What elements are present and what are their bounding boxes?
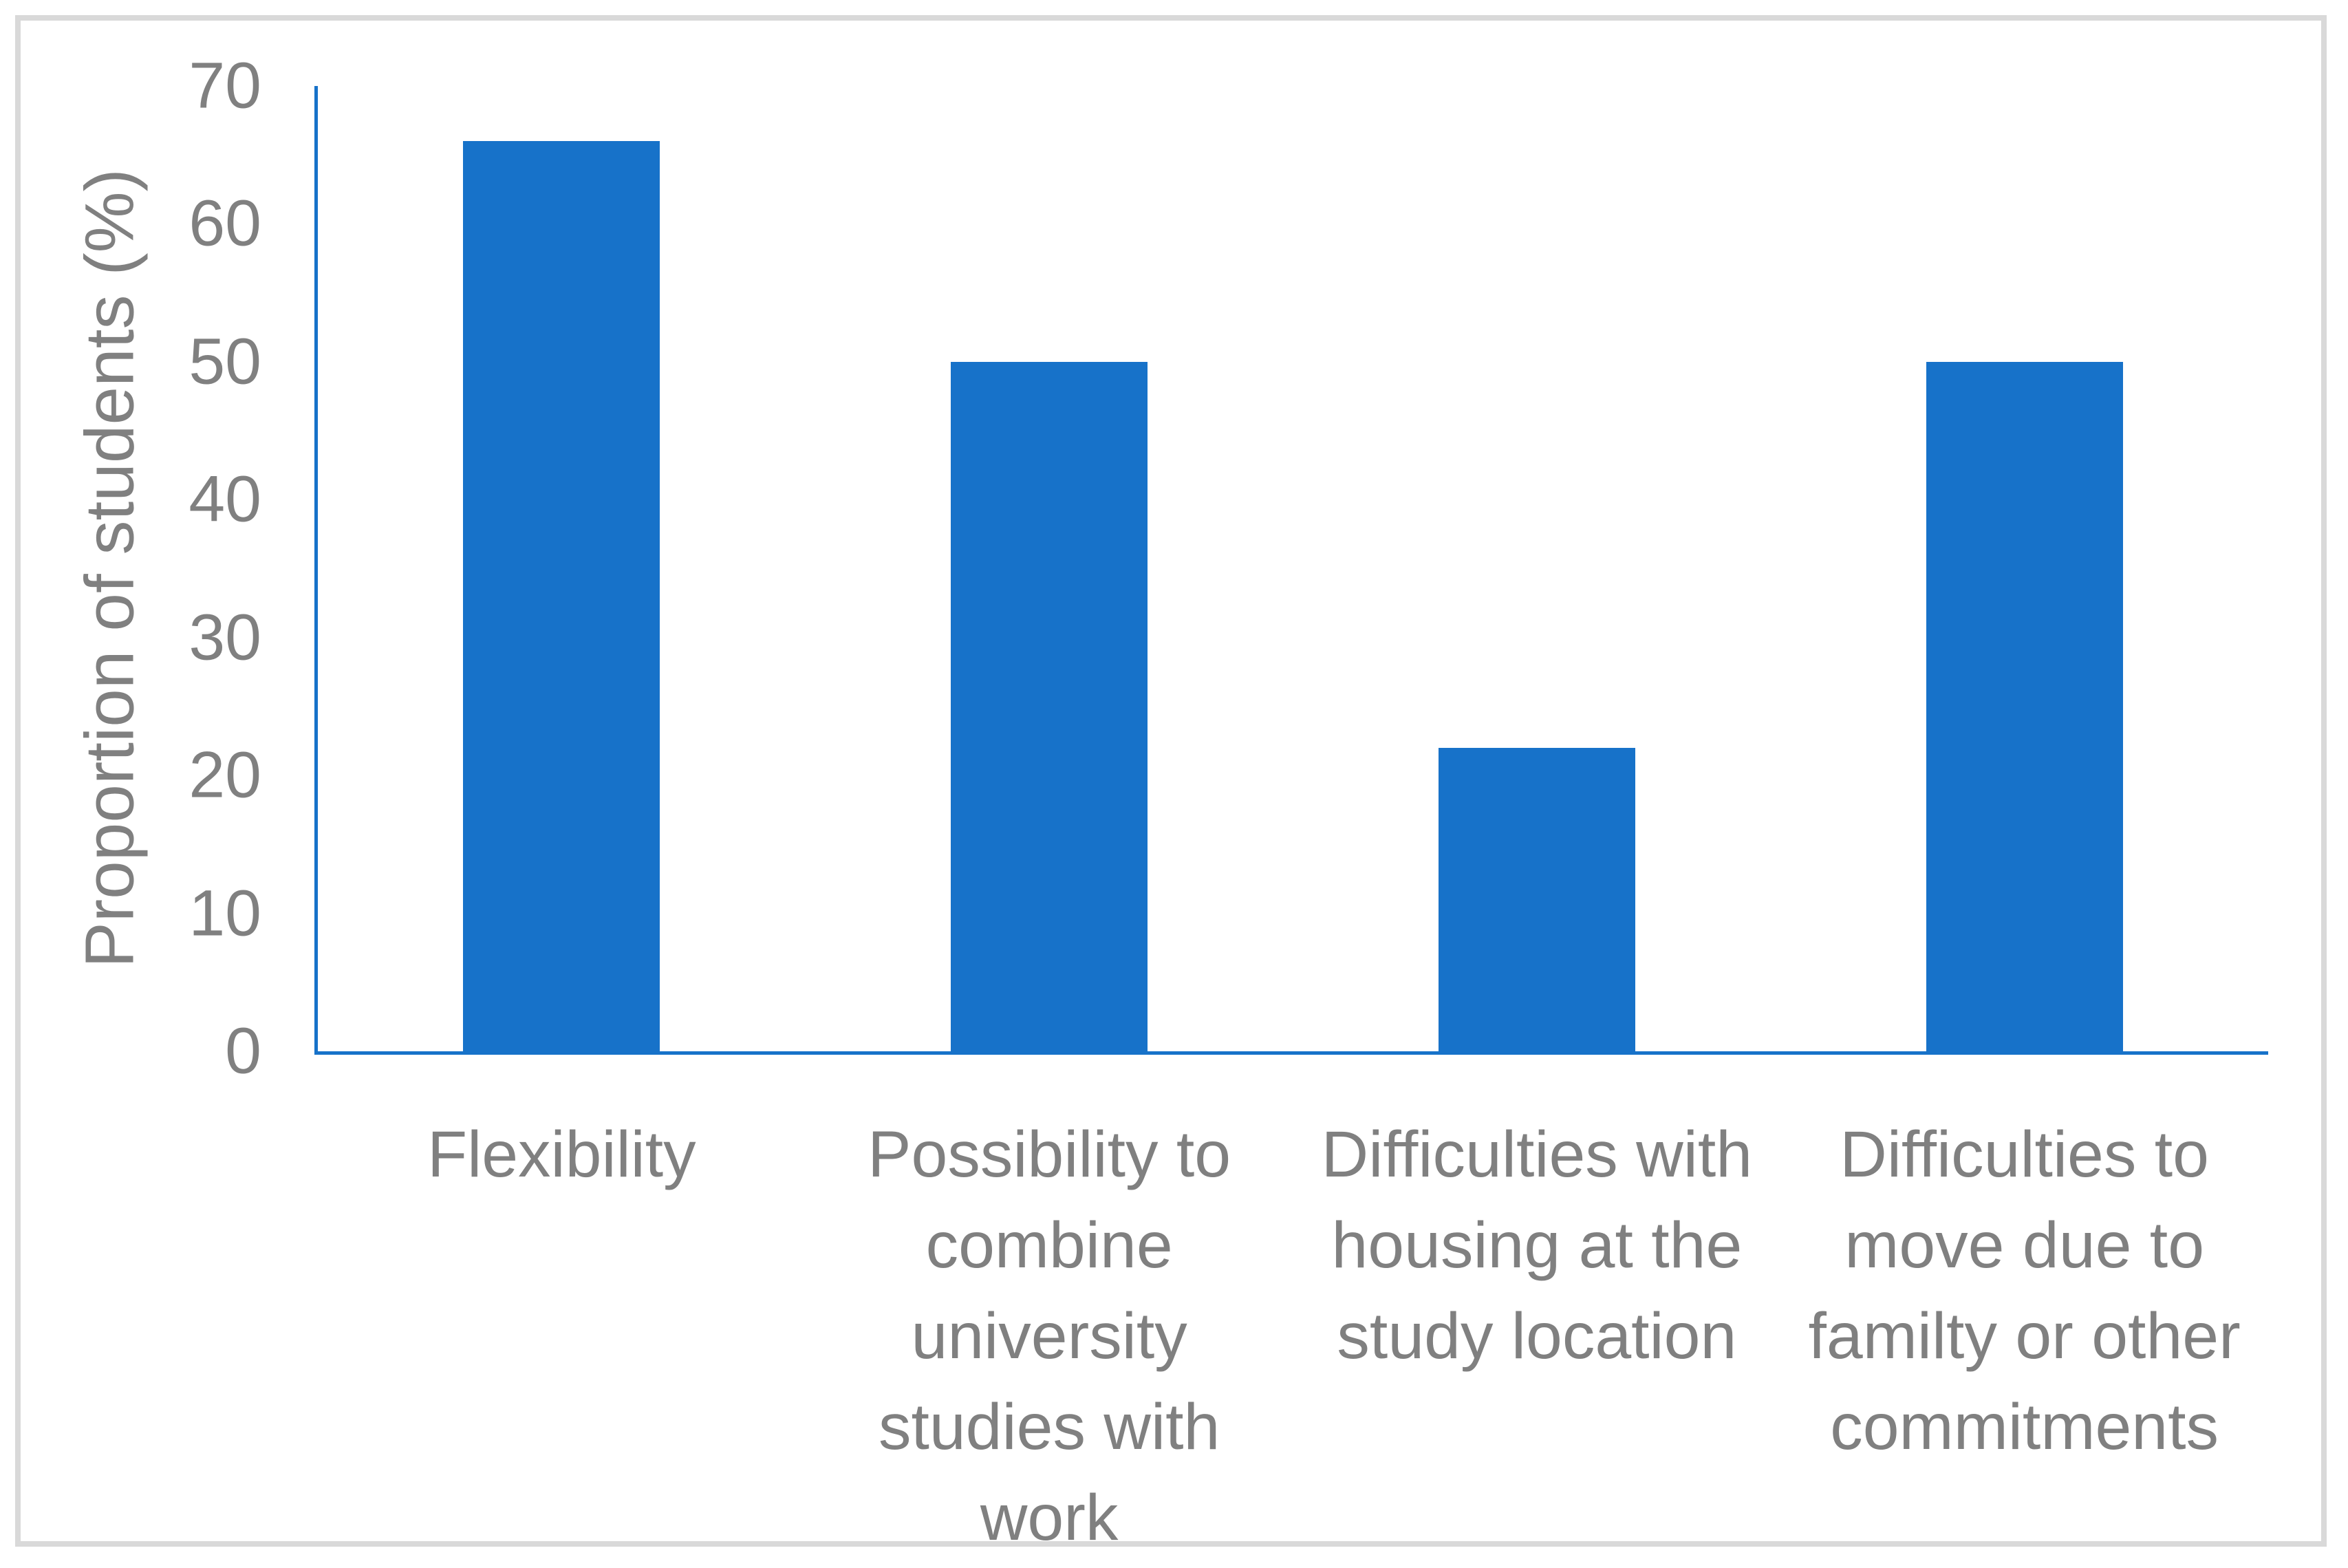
bar xyxy=(951,361,1148,1051)
y-tick-label: 50 xyxy=(189,325,261,398)
y-tick-label: 40 xyxy=(189,462,261,536)
y-tick-label: 60 xyxy=(189,186,261,260)
x-axis-line xyxy=(314,1051,2268,1055)
y-axis-line xyxy=(314,86,318,1055)
bar xyxy=(463,141,660,1051)
x-category-label: Possibility to combine university studie… xyxy=(868,1118,1231,1554)
x-category-label: Difficulties to move due to familty or o… xyxy=(1808,1118,2241,1463)
y-tick-label: 10 xyxy=(189,877,261,950)
y-tick-label: 0 xyxy=(225,1014,261,1088)
x-category-label: Difficulties with housing at the study l… xyxy=(1321,1118,1753,1373)
bar xyxy=(1438,748,1635,1051)
y-tick-label: 30 xyxy=(189,601,261,674)
y-tick-label: 20 xyxy=(189,738,261,812)
y-tick-label: 70 xyxy=(189,49,261,122)
y-axis-title: Proportion of students (%) xyxy=(71,169,149,968)
x-category-label: Flexibility xyxy=(427,1118,696,1191)
bar xyxy=(1926,361,2123,1051)
